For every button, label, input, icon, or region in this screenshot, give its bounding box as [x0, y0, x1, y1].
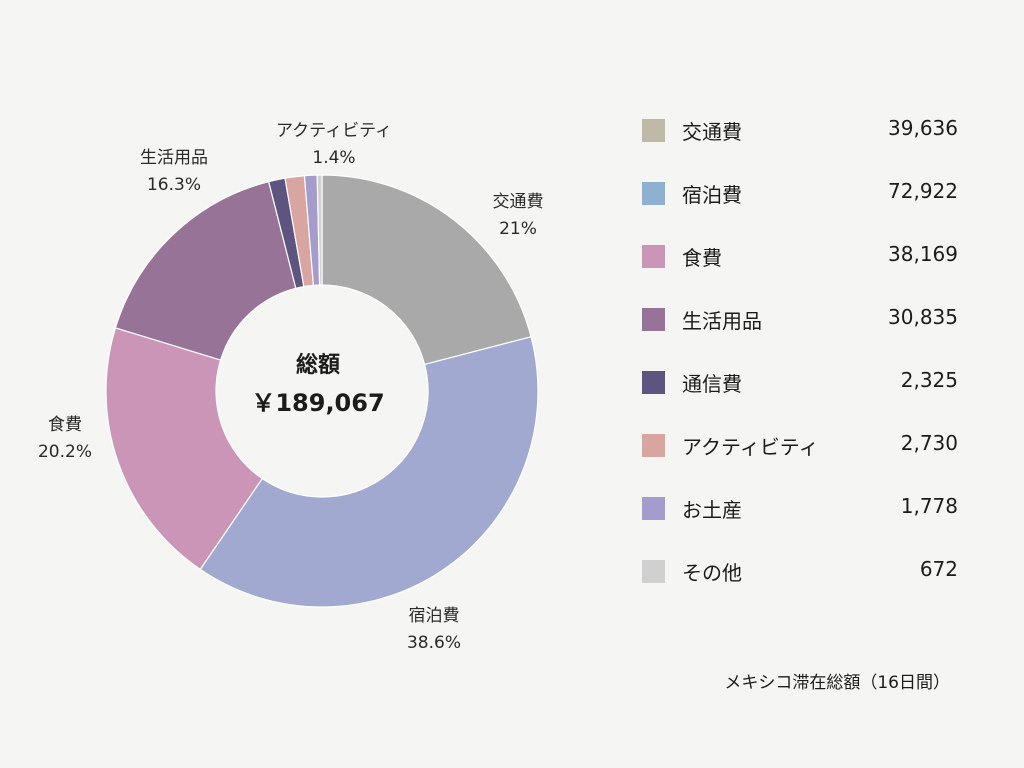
total-value: ￥189,067: [251, 389, 384, 417]
slice-label-percent: 1.4%: [312, 148, 355, 168]
donut-slices: [105, 174, 539, 608]
legend-value: 72,922: [888, 179, 958, 203]
legend-item: 食費 38,169: [642, 238, 962, 270]
legend-value: 1,778: [900, 494, 958, 518]
donut-slice: [105, 327, 264, 571]
legend-label: 交通費: [682, 120, 742, 144]
legend-swatch: [642, 434, 665, 457]
legend-label: その他: [682, 561, 742, 585]
slice-label-name: 食費: [48, 415, 82, 435]
slice-label-name: 生活用品: [140, 148, 208, 168]
legend-item: 宿泊費 72,922: [642, 175, 962, 207]
slice-label-percent: 38.6%: [407, 633, 461, 653]
donut-slice: [114, 180, 297, 361]
legend-value: 672: [919, 557, 958, 581]
legend-item: 通信費 2,325: [642, 364, 962, 396]
legend-item: 生活用品 30,835: [642, 301, 962, 333]
legend-label: 宿泊費: [682, 183, 742, 207]
slice-label-name: 交通費: [493, 192, 544, 212]
legend-item: その他 672: [642, 553, 962, 585]
slice-label-name: アクティビティ: [276, 121, 392, 141]
legend-swatch: [642, 497, 665, 520]
legend-swatch: [642, 182, 665, 205]
legend-label: 通信費: [682, 372, 742, 396]
legend-swatch: [642, 245, 665, 268]
slice-label-percent: 21%: [499, 219, 537, 239]
legend-value: 2,325: [900, 368, 958, 392]
legend-value: 39,636: [888, 116, 958, 140]
chart-caption: メキシコ滞在総額（16日間）: [724, 673, 950, 693]
legend-swatch: [642, 308, 665, 331]
legend-item: お土産 1,778: [642, 490, 962, 522]
slice-label-percent: 16.3%: [147, 175, 201, 195]
donut-slice: [199, 336, 539, 608]
legend-label: 食費: [682, 246, 722, 270]
slice-labels: 交通費 21% 宿泊費 38.6% 食費 20.2% 生活用品 16.3% アクティビティ 1.4…: [38, 121, 544, 653]
legend-label: お土産: [682, 498, 742, 522]
donut-slice: [321, 174, 532, 366]
legend-swatch: [642, 119, 665, 142]
legend-label: アクティビティ: [682, 435, 819, 459]
legend-label: 生活用品: [682, 309, 762, 333]
legend-value: 2,730: [900, 431, 958, 455]
slice-label-name: 宿泊費: [409, 606, 460, 626]
total-title: 総額: [296, 352, 340, 378]
legend-swatch: [642, 560, 665, 583]
slice-label-percent: 20.2%: [38, 442, 92, 462]
legend-value: 38,169: [888, 242, 958, 266]
legend-item: アクティビティ 2,730: [642, 427, 962, 459]
legend-item: 交通費 39,636: [642, 112, 962, 144]
legend-swatch: [642, 371, 665, 394]
legend-value: 30,835: [888, 305, 958, 329]
donut-slice: [316, 174, 323, 286]
